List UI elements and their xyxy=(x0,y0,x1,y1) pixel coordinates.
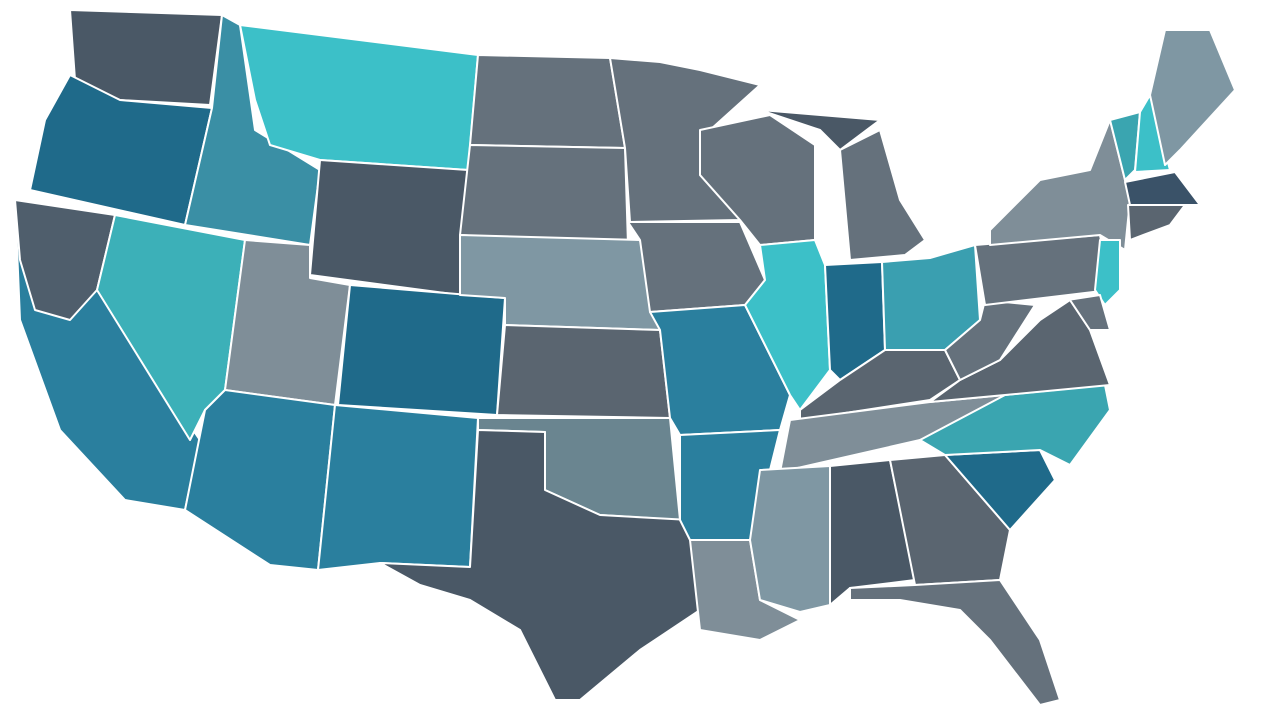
region xyxy=(317,404,479,571)
region xyxy=(459,144,629,246)
region xyxy=(627,221,766,313)
region xyxy=(989,119,1131,251)
region xyxy=(829,459,916,606)
region xyxy=(889,454,1011,586)
region xyxy=(1094,239,1121,306)
region xyxy=(1149,29,1236,166)
region xyxy=(69,9,223,106)
region xyxy=(1134,94,1171,173)
region xyxy=(1034,294,1111,331)
region xyxy=(839,129,926,261)
region xyxy=(496,324,671,419)
region xyxy=(469,54,626,149)
region xyxy=(1127,204,1186,241)
region xyxy=(749,465,831,613)
region xyxy=(184,389,336,571)
region xyxy=(379,429,701,701)
region xyxy=(849,579,1061,706)
region xyxy=(337,284,506,416)
region xyxy=(309,159,469,296)
region xyxy=(1124,171,1201,206)
